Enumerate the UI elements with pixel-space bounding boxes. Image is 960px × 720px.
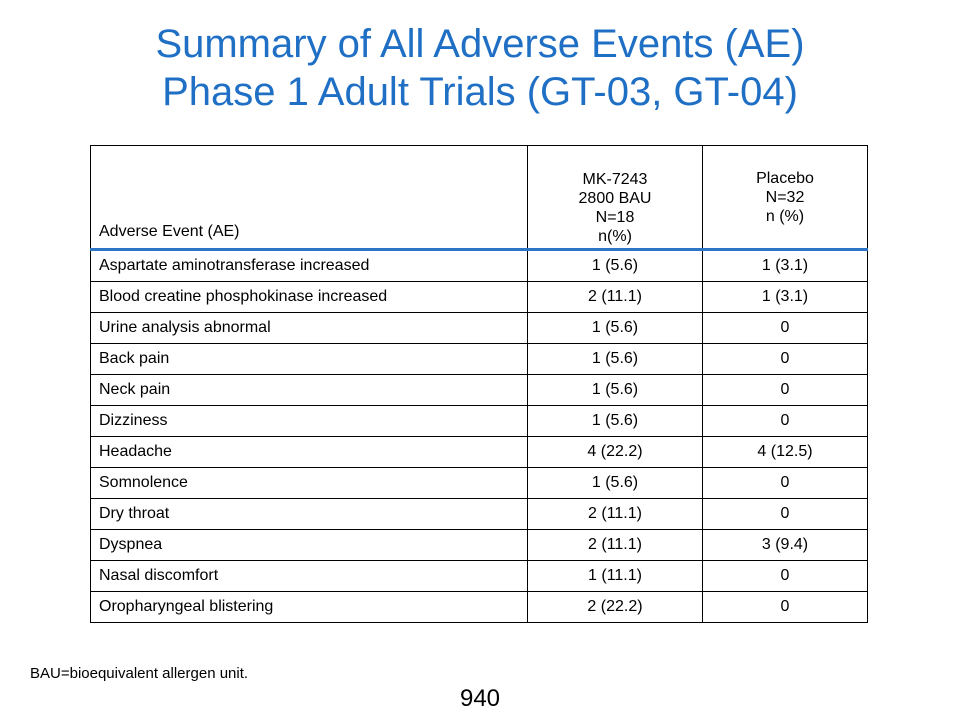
cell-mk: 1 (5.6) [527, 374, 703, 406]
header-adverse-event: Adverse Event (AE) [90, 145, 528, 251]
table-row: Nasal discomfort 1 (11.1) 0 [90, 560, 868, 592]
table-row: Neck pain 1 (5.6) 0 [90, 374, 868, 406]
cell-event: Dry throat [90, 498, 528, 530]
header-placebo-line: Placebo [756, 169, 814, 187]
header-mk-line: MK-7243 [582, 171, 648, 188]
cell-event: Blood creatine phosphokinase increased [90, 281, 528, 313]
cell-mk: 2 (11.1) [527, 281, 703, 313]
table-row: Dizziness 1 (5.6) 0 [90, 405, 868, 437]
header-mk-line: N=18 [595, 209, 635, 226]
cell-mk: 2 (11.1) [527, 498, 703, 530]
cell-mk: 4 (22.2) [527, 436, 703, 468]
cell-placebo: 0 [702, 467, 868, 499]
cell-mk: 1 (11.1) [527, 560, 703, 592]
table-row: Back pain 1 (5.6) 0 [90, 343, 868, 375]
slide-title-line-2: Phase 1 Adult Trials (GT-03, GT-04) [162, 70, 798, 114]
cell-event: Headache [90, 436, 528, 468]
cell-mk: 1 (5.6) [527, 405, 703, 437]
cell-mk: 1 (5.6) [527, 312, 703, 344]
cell-event: Neck pain [90, 374, 528, 406]
cell-event: Urine analysis abnormal [90, 312, 528, 344]
table-header-row: Adverse Event (AE) MK-7243 2800 BAU N=18… [90, 145, 868, 251]
footnote: BAU=bioequivalent allergen unit. [30, 665, 249, 682]
cell-event: Aspartate aminotransferase increased [90, 249, 528, 282]
cell-event: Oropharyngeal blistering [90, 591, 528, 623]
cell-placebo: 1 (3.1) [702, 249, 868, 282]
slide-title: Summary of All Adverse Events (AE) Phase… [0, 20, 960, 116]
cell-placebo: 0 [702, 560, 868, 592]
adverse-events-table: Adverse Event (AE) MK-7243 2800 BAU N=18… [90, 145, 868, 623]
cell-event: Dizziness [90, 405, 528, 437]
table-row: Dyspnea 2 (11.1) 3 (9.4) [90, 529, 868, 561]
cell-mk: 1 (5.6) [527, 343, 703, 375]
slide-title-line-1: Summary of All Adverse Events (AE) [155, 22, 805, 66]
cell-placebo: 0 [702, 374, 868, 406]
cell-placebo: 3 (9.4) [702, 529, 868, 561]
table-row: Aspartate aminotransferase increased 1 (… [90, 249, 868, 282]
cell-placebo: 4 (12.5) [702, 436, 868, 468]
cell-event: Back pain [90, 343, 528, 375]
header-placebo-line: N=32 [765, 188, 805, 206]
cell-placebo: 0 [702, 312, 868, 344]
cell-placebo: 0 [702, 498, 868, 530]
cell-placebo: 0 [702, 343, 868, 375]
page-number: 940 [459, 685, 501, 712]
cell-event: Dyspnea [90, 529, 528, 561]
table-row: Blood creatine phosphokinase increased 2… [90, 281, 868, 313]
cell-mk: 1 (5.6) [527, 249, 703, 282]
table-row: Headache 4 (22.2) 4 (12.5) [90, 436, 868, 468]
table-row: Urine analysis abnormal 1 (5.6) 0 [90, 312, 868, 344]
table-row: Oropharyngeal blistering 2 (22.2) 0 [90, 591, 868, 623]
header-placebo: Placebo N=32 n (%) [702, 145, 868, 251]
header-mk-7243: MK-7243 2800 BAU N=18 n(%) [527, 145, 703, 251]
cell-mk: 2 (11.1) [527, 529, 703, 561]
cell-mk: 2 (22.2) [527, 591, 703, 623]
cell-placebo: 0 [702, 591, 868, 623]
cell-event: Somnolence [90, 467, 528, 499]
header-placebo-line: n (%) [765, 207, 805, 225]
table-row: Somnolence 1 (5.6) 0 [90, 467, 868, 499]
cell-placebo: 1 (3.1) [702, 281, 868, 313]
cell-placebo: 0 [702, 405, 868, 437]
header-mk-line: 2800 BAU [578, 190, 652, 207]
cell-mk: 1 (5.6) [527, 467, 703, 499]
header-mk-line: n(%) [598, 228, 632, 245]
cell-event: Nasal discomfort [90, 560, 528, 592]
table-row: Dry throat 2 (11.1) 0 [90, 498, 868, 530]
